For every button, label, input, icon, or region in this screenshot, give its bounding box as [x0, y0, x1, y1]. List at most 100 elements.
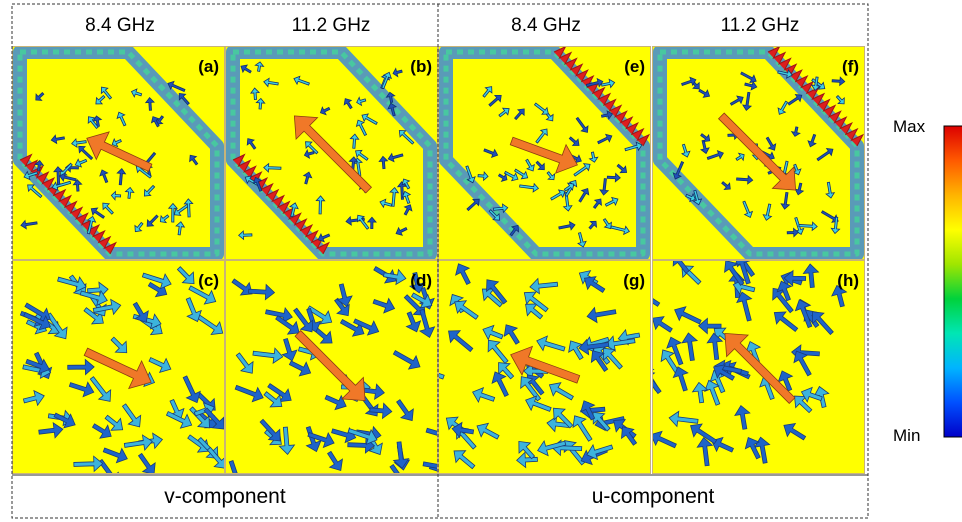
field-arrow — [263, 77, 279, 88]
field-arrow — [573, 163, 591, 177]
field-arrow — [690, 423, 718, 445]
field-arrow — [525, 395, 552, 412]
field-arrow — [130, 88, 143, 98]
field-arrow — [206, 446, 225, 469]
field-arrow — [482, 86, 493, 98]
field-arrow — [773, 311, 799, 332]
field-arrow — [422, 458, 438, 474]
field-arrow — [389, 187, 400, 207]
field-arrow — [586, 443, 614, 461]
field-arrow — [711, 436, 735, 453]
field-arrow — [546, 171, 556, 181]
field-arrow — [381, 71, 392, 90]
field-arrow — [228, 460, 246, 474]
field-arrow — [553, 407, 574, 429]
field-arrow — [696, 436, 714, 467]
field-arrow — [740, 71, 757, 84]
header-v-11ghz: 11.2 GHz — [291, 15, 371, 36]
field-arrow — [72, 179, 83, 192]
field-arrow — [800, 386, 823, 403]
highlight-arrow — [717, 112, 797, 191]
field-arrow — [652, 316, 673, 333]
field-arrow — [89, 376, 112, 402]
field-arrow — [482, 324, 504, 341]
field-arrow — [38, 421, 64, 439]
field-arrow — [315, 195, 326, 215]
highlight-arrow — [86, 131, 153, 172]
field-arrow — [146, 214, 159, 227]
field-arrow — [483, 148, 499, 158]
field-arrow — [50, 134, 65, 145]
field-arrow — [831, 76, 846, 87]
field-arrow — [602, 218, 612, 230]
colorbar — [943, 125, 962, 438]
field-arrow — [92, 298, 122, 316]
field-arrow — [572, 415, 593, 442]
field-arrow — [652, 370, 662, 395]
field-arrow — [235, 352, 254, 374]
field-arrow — [91, 423, 112, 439]
field-arrow — [392, 350, 421, 370]
field-arrow — [246, 138, 257, 150]
field-arrow — [86, 215, 97, 235]
field-arrow — [356, 96, 367, 107]
field-arrow — [578, 188, 590, 203]
panel-h: (h) — [652, 260, 865, 474]
field-arrow — [792, 163, 802, 176]
panel-label: (g) — [623, 271, 645, 290]
field-arrow — [387, 102, 398, 117]
field-arrow — [498, 107, 510, 118]
field-arrow — [786, 227, 799, 238]
field-arrow — [78, 145, 94, 161]
field-arrow — [765, 136, 777, 151]
header-u-11ghz: 11.2 GHz — [720, 15, 800, 36]
field-arrow — [68, 381, 95, 398]
field-arrow — [699, 139, 710, 155]
field-arrow — [777, 100, 789, 115]
field-arrow — [317, 233, 331, 243]
panel-label: (a) — [198, 57, 219, 76]
field-arrow — [525, 158, 535, 172]
panel-label: (e) — [624, 57, 645, 76]
field-arrow — [175, 221, 186, 236]
panel-label: (f) — [842, 57, 859, 76]
field-arrow — [624, 141, 643, 152]
field-arrow — [293, 75, 310, 86]
field-arrow — [372, 297, 396, 314]
field-arrow — [143, 184, 156, 197]
field-arrow — [753, 436, 771, 464]
field-arrow — [735, 152, 745, 162]
field-arrow — [159, 214, 170, 224]
field-arrow — [343, 98, 353, 110]
field-arrow — [742, 91, 753, 111]
field-arrow — [263, 391, 283, 408]
field-arrow — [487, 339, 509, 364]
field-arrow — [721, 181, 731, 190]
field-arrow — [23, 311, 51, 331]
field-arrow — [672, 260, 690, 274]
field-arrow — [405, 311, 422, 333]
colorbar-max-label: Max — [893, 117, 926, 136]
field-arrow — [577, 232, 587, 248]
field-arrow — [281, 338, 298, 362]
field-arrow — [734, 404, 751, 430]
field-arrow — [302, 171, 313, 185]
field-arrow — [110, 336, 128, 354]
field-arrow — [99, 169, 109, 184]
field-arrow — [616, 163, 628, 174]
field-arrow — [692, 189, 703, 206]
field-arrow — [776, 280, 793, 302]
field-arrow — [762, 203, 773, 221]
field-arrow — [67, 358, 95, 376]
field-arrow — [355, 119, 368, 137]
field-arrow — [816, 147, 834, 162]
hexagon-edge-highlight — [657, 49, 860, 257]
field-arrow — [409, 271, 426, 294]
field-arrow — [535, 128, 548, 144]
v-component-label: v-component — [164, 485, 286, 508]
field-arrow — [324, 394, 347, 411]
field-arrow — [234, 384, 264, 403]
field-arrow — [110, 190, 122, 201]
field-arrow — [700, 133, 711, 143]
field-arrow — [455, 263, 471, 286]
